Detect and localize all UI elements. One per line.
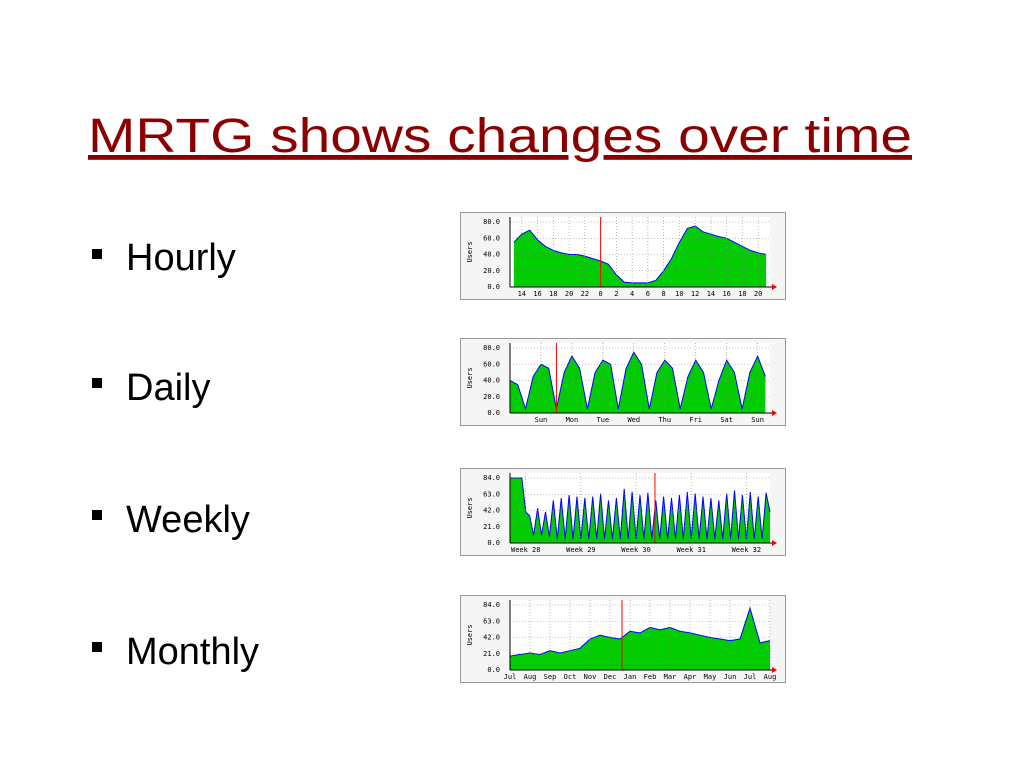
series-area [510, 352, 766, 413]
x-tick-label: Dec [604, 673, 617, 681]
y-tick-label: 84.0 [483, 474, 500, 482]
series-line [513, 225, 767, 284]
bullet-text: Monthly [126, 631, 259, 673]
x-tick-label: 0 [598, 290, 602, 298]
y-tick-label: 21.0 [483, 650, 500, 658]
x-tick-label: 10 [675, 290, 683, 298]
x-tick-label: Week 32 [732, 546, 762, 554]
y-tick-label: 80.0 [483, 344, 500, 352]
series-line [509, 351, 766, 411]
x-tick-label: Sat [720, 416, 733, 424]
x-tick-label: Aug [764, 673, 777, 681]
y-tick-label: 63.0 [483, 490, 500, 498]
axis-arrow [772, 540, 777, 546]
y-tick-label: 60.0 [483, 234, 500, 242]
y-tick-label: 0.0 [487, 409, 500, 417]
x-tick-label: Week 30 [621, 546, 651, 554]
y-axis-label: Users [466, 241, 474, 262]
x-tick-label: 16 [533, 290, 541, 298]
x-tick-label: 6 [646, 290, 650, 298]
x-tick-label: 20 [565, 290, 573, 298]
y-tick-label: 63.0 [483, 617, 500, 625]
x-tick-label: Wed [627, 416, 640, 424]
x-tick-label: Week 29 [566, 546, 596, 554]
x-tick-label: Sun [535, 416, 548, 424]
slide-title: MRTG shows changes over time [88, 110, 912, 163]
axis-arrow [772, 284, 777, 290]
y-axis-label: Users [466, 624, 474, 645]
x-tick-label: 14 [518, 290, 526, 298]
x-tick-label: Tue [597, 416, 610, 424]
x-tick-label: Week 31 [676, 546, 706, 554]
x-tick-label: 12 [691, 290, 699, 298]
x-tick-label: Mar [664, 673, 677, 681]
bullet-text: Weekly [126, 499, 250, 541]
x-tick-label: Nov [584, 673, 597, 681]
x-tick-label: 2 [614, 290, 618, 298]
x-tick-label: Sep [544, 673, 557, 681]
y-tick-label: 20.0 [483, 267, 500, 275]
y-axis-label: Users [466, 367, 474, 388]
y-axis-label: Users [466, 497, 474, 518]
x-tick-label: 4 [630, 290, 634, 298]
series-line [510, 477, 771, 540]
bullet-icon [92, 249, 102, 259]
x-tick-label: May [704, 673, 717, 681]
y-tick-label: 42.0 [483, 634, 500, 642]
bullet-icon [92, 510, 102, 520]
y-tick-label: 0.0 [487, 666, 500, 674]
x-tick-label: Aug [524, 673, 537, 681]
x-tick-label: Jul [744, 673, 757, 681]
x-tick-label: Oct [564, 673, 577, 681]
axis-arrow [772, 667, 777, 673]
x-tick-label: 22 [581, 290, 589, 298]
series-area [510, 608, 770, 670]
x-tick-label: Feb [644, 673, 657, 681]
x-tick-label: 18 [738, 290, 746, 298]
y-tick-label: 0.0 [487, 283, 500, 291]
x-tick-label: Fri [689, 416, 702, 424]
x-tick-label: 20 [754, 290, 762, 298]
x-tick-label: Thu [658, 416, 671, 424]
x-tick-label: 16 [722, 290, 730, 298]
y-tick-label: 84.0 [483, 601, 500, 609]
series-line [509, 606, 771, 657]
y-tick-label: 20.0 [483, 393, 500, 401]
y-tick-label: 80.0 [483, 218, 500, 226]
y-tick-label: 40.0 [483, 377, 500, 385]
x-tick-label: 18 [549, 290, 557, 298]
x-tick-label: Mon [566, 416, 579, 424]
y-tick-label: 42.0 [483, 507, 500, 515]
x-tick-label: 14 [707, 290, 715, 298]
x-tick-label: Sun [751, 416, 764, 424]
bullet-text: Daily [126, 367, 210, 409]
x-tick-label: Jun [724, 673, 737, 681]
y-tick-label: 0.0 [487, 539, 500, 547]
bullet-text: Hourly [126, 237, 236, 279]
x-tick-label: Jan [624, 673, 637, 681]
x-tick-label: Apr [684, 673, 697, 681]
y-tick-label: 21.0 [483, 523, 500, 531]
y-tick-label: 40.0 [483, 251, 500, 259]
y-tick-label: 60.0 [483, 360, 500, 368]
series-area [513, 226, 767, 287]
x-tick-label: 8 [662, 290, 666, 298]
bullet-icon [92, 378, 102, 388]
x-tick-label: Week 28 [511, 546, 541, 554]
axis-arrow [772, 410, 777, 416]
x-tick-label: Jul [504, 673, 517, 681]
bullet-icon [92, 642, 102, 652]
